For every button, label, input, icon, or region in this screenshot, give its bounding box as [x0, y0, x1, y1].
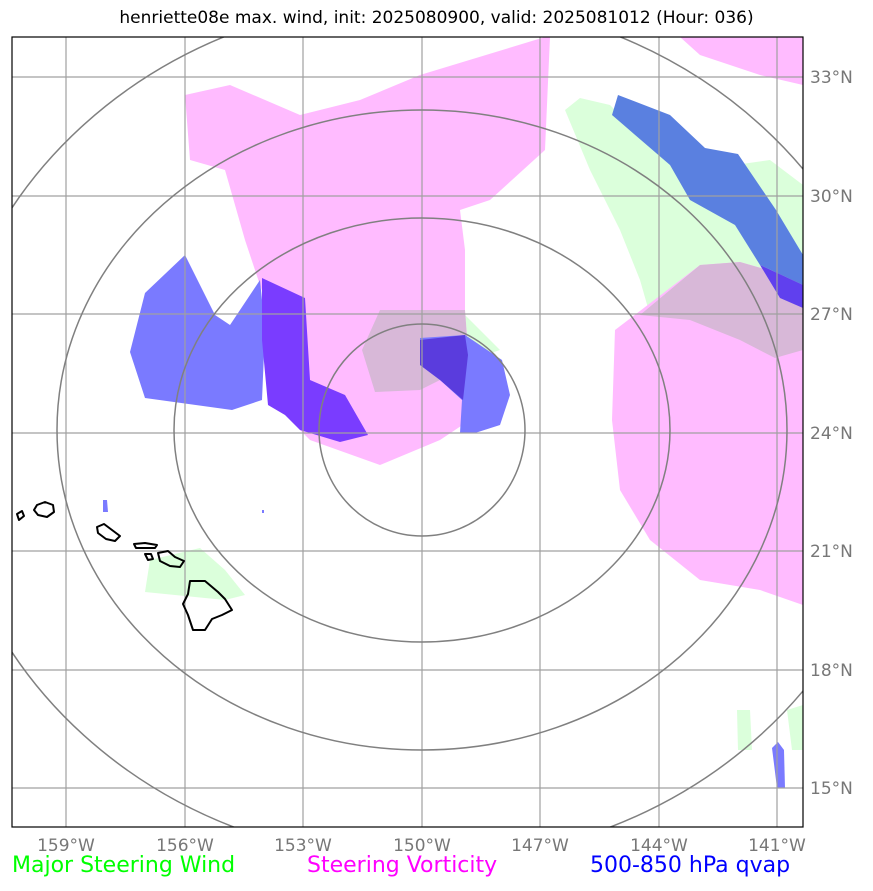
lon-label: 156°W [156, 836, 214, 856]
lon-label: 141°W [748, 836, 806, 856]
lon-label: 159°W [37, 836, 95, 856]
lat-label: 24°N [810, 424, 853, 444]
lat-label: 30°N [810, 187, 853, 207]
lat-labels: 33°N 30°N 27°N 24°N 21°N 18°N 15°N [810, 68, 853, 799]
lon-label: 144°W [630, 836, 688, 856]
map-plot-area [12, 37, 803, 827]
qvap-field [103, 95, 803, 788]
lon-label: 147°W [511, 836, 569, 856]
lon-label: 153°W [274, 836, 332, 856]
lon-labels: 159°W 156°W 153°W 150°W 147°W 144°W 141°… [37, 836, 806, 856]
map-title: henriette08e max. wind, init: 2025080900… [119, 8, 754, 28]
lon-label: 150°W [393, 836, 451, 856]
graticule [12, 37, 803, 827]
lat-label: 15°N [810, 779, 853, 799]
map-frame [11, 36, 804, 828]
legend-steering-wind: Major Steering Wind [12, 853, 236, 878]
range-rings [12, 37, 803, 827]
lat-label: 33°N [810, 68, 853, 88]
coastline [16, 501, 233, 631]
legend-steering-vorticity: Steering Vorticity [307, 853, 498, 878]
legend-qvap: 500-850 hPa qvap [590, 853, 791, 878]
lat-label: 27°N [810, 305, 853, 325]
lat-label: 18°N [810, 661, 853, 681]
lat-label: 21°N [810, 542, 853, 562]
